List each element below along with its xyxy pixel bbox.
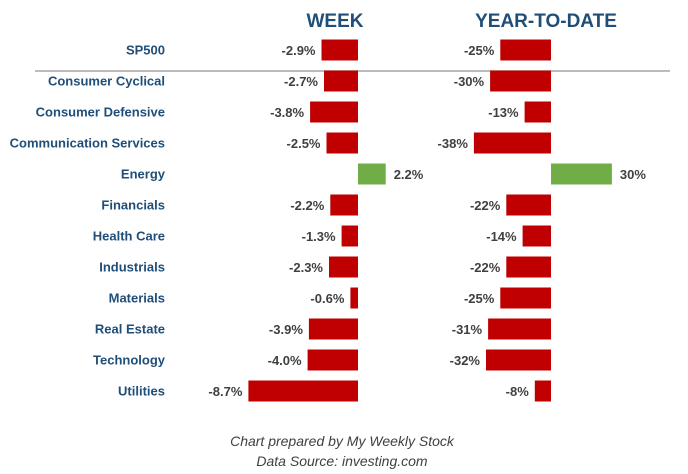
ytd-value-label-energy: 30% — [620, 167, 646, 182]
category-label-real-estate: Real Estate — [95, 322, 165, 337]
week-value-label-utilities: -8.7% — [208, 384, 242, 399]
week-value-label-sp500: -2.9% — [282, 43, 316, 58]
ytd-value-label-health-care: -14% — [486, 229, 517, 244]
category-label-consumer-cyclical: Consumer Cyclical — [48, 74, 165, 89]
week-bar-materials — [350, 287, 358, 309]
week-bar-financials — [330, 194, 358, 216]
ytd-value-label-consumer-cyclical: -30% — [454, 74, 485, 89]
week-value-label-industrials: -2.3% — [289, 260, 323, 275]
ytd-bar-real-estate — [488, 318, 551, 340]
ytd-column-header: YEAR-TO-DATE — [475, 11, 617, 32]
week-bar-utilities — [248, 380, 358, 402]
week-value-label-real-estate: -3.9% — [269, 322, 303, 337]
category-label-utilities: Utilities — [118, 384, 165, 399]
ytd-bar-materials — [500, 287, 551, 309]
ytd-bar-utilities — [534, 380, 551, 402]
chart-rows: SP500 -2.9% -25% Consumer Cyclical -2.7% -30%… — [10, 39, 646, 402]
ytd-value-label-materials: -25% — [464, 291, 495, 306]
ytd-value-label-industrials: -22% — [470, 260, 501, 275]
data-source: Data Source: investing.com — [256, 453, 428, 469]
week-bar-consumer-defensive — [310, 101, 358, 123]
ytd-value-label-real-estate: -31% — [452, 322, 483, 337]
ytd-bar-sp500 — [500, 39, 551, 61]
ytd-bar-consumer-cyclical — [490, 70, 551, 92]
chart-credit: Chart prepared by My Weekly Stock — [230, 433, 455, 449]
week-value-label-consumer-cyclical: -2.7% — [284, 74, 318, 89]
ytd-bar-technology — [486, 349, 551, 371]
category-label-consumer-defensive: Consumer Defensive — [36, 105, 165, 120]
category-label-technology: Technology — [93, 353, 166, 368]
week-column-header: WEEK — [307, 11, 364, 32]
week-value-label-technology: -4.0% — [268, 353, 302, 368]
ytd-bar-energy — [551, 163, 612, 185]
category-label-financials: Financials — [101, 198, 165, 213]
week-bar-consumer-cyclical — [324, 70, 358, 92]
ytd-value-label-financials: -22% — [470, 198, 501, 213]
ytd-bar-financials — [506, 194, 551, 216]
ytd-value-label-sp500: -25% — [464, 43, 495, 58]
category-label-energy: Energy — [121, 167, 166, 182]
category-label-materials: Materials — [109, 291, 165, 306]
week-value-label-energy: 2.2% — [394, 167, 424, 182]
category-label-communication-services: Communication Services — [10, 136, 165, 151]
category-label-health-care: Health Care — [93, 229, 165, 244]
week-bar-communication-services — [326, 132, 358, 154]
category-label-industrials: Industrials — [99, 260, 165, 275]
week-bar-technology — [307, 349, 358, 371]
week-bar-energy — [358, 163, 386, 185]
ytd-value-label-consumer-defensive: -13% — [488, 105, 519, 120]
week-bar-sp500 — [321, 39, 358, 61]
category-label-sp500: SP500 — [126, 43, 165, 58]
ytd-value-label-utilities: -8% — [506, 384, 530, 399]
ytd-bar-consumer-defensive — [524, 101, 551, 123]
ytd-bar-health-care — [522, 225, 551, 247]
week-bar-health-care — [341, 225, 358, 247]
ytd-bar-communication-services — [473, 132, 551, 154]
week-bar-real-estate — [308, 318, 358, 340]
week-value-label-communication-services: -2.5% — [287, 136, 321, 151]
ytd-value-label-communication-services: -38% — [438, 136, 469, 151]
week-value-label-financials: -2.2% — [290, 198, 324, 213]
week-bar-industrials — [329, 256, 358, 278]
week-value-label-health-care: -1.3% — [302, 229, 336, 244]
ytd-value-label-technology: -32% — [450, 353, 481, 368]
ytd-bar-industrials — [506, 256, 551, 278]
week-value-label-materials: -0.6% — [310, 291, 344, 306]
week-value-label-consumer-defensive: -3.8% — [270, 105, 304, 120]
